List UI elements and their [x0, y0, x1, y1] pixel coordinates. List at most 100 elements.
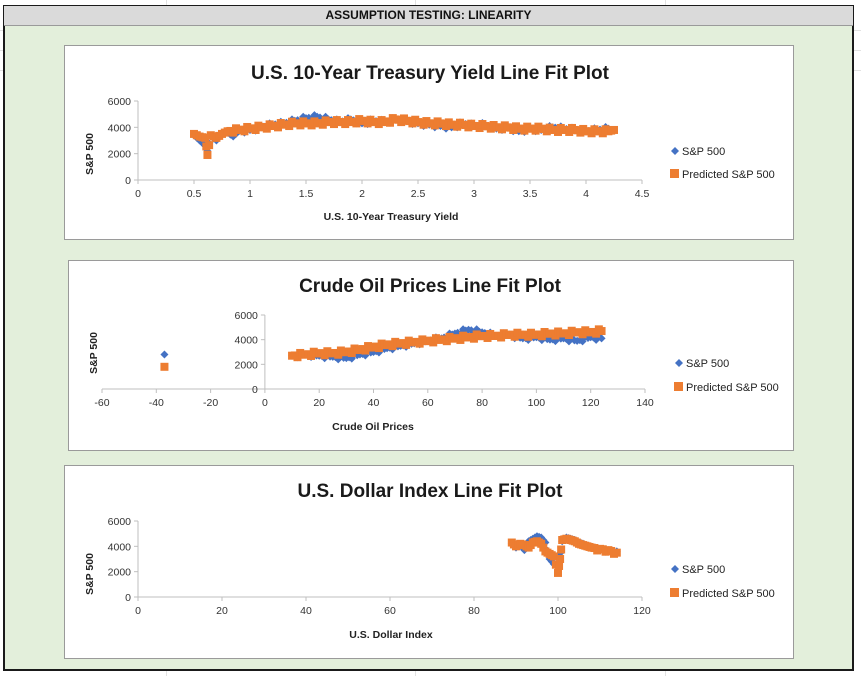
y-axis-title: S&P 500	[88, 332, 100, 374]
sheet-header: ASSUMPTION TESTING: LINEARITY	[4, 6, 853, 26]
data-point-predicted	[592, 329, 601, 338]
x-tick-label: 60	[422, 397, 434, 409]
x-axis-title: U.S. Dollar Index	[349, 629, 433, 641]
data-point-predicted	[483, 333, 492, 342]
x-tick-label: -60	[94, 397, 109, 409]
y-tick-label: 2000	[235, 359, 259, 371]
data-point-predicted	[565, 127, 574, 136]
legend: S&P 500 Predicted S&P 500	[670, 564, 775, 600]
legend-label-predicted: Predicted S&P 500	[686, 382, 779, 394]
x-tick-label: 140	[636, 397, 654, 409]
data-point-predicted	[415, 339, 424, 348]
data-point-predicted	[556, 555, 565, 563]
data-point-predicted	[320, 351, 329, 360]
x-tick-label: 3.5	[523, 188, 538, 200]
data-point-predicted	[402, 340, 411, 349]
legend: S&P 500 Predicted S&P 500	[674, 358, 779, 394]
x-tick-label: 120	[582, 397, 600, 409]
x-tick-label: 0.5	[187, 188, 202, 200]
data-point-predicted	[205, 141, 214, 150]
y-tick-label: 6000	[235, 310, 259, 322]
chart-title: U.S. Dollar Index Line Fit Plot	[298, 481, 564, 502]
legend-label-predicted: Predicted S&P 500	[682, 169, 775, 181]
crude-oil-chart-svg: Crude Oil Prices Line Fit Plot 020004000…	[88, 276, 779, 433]
data-point-predicted	[564, 331, 573, 340]
x-tick-label: 4.5	[635, 188, 650, 200]
data-point-predicted	[429, 338, 438, 347]
legend-marker-predicted	[670, 588, 679, 597]
x-axis-title: U.S. 10-Year Treasury Yield	[324, 211, 459, 223]
plot-area: 0 2000 4000 6000 0 0.5 1 1.5 2 2.5 3 3.5 4 4.5	[108, 96, 650, 200]
y-tick-label: 4000	[108, 541, 132, 553]
legend-marker-actual	[671, 147, 679, 155]
dollar-index-chart[interactable]: U.S. Dollar Index Line Fit Plot 0 2000 400…	[64, 465, 794, 659]
x-tick-label: 100	[528, 397, 546, 409]
data-point-predicted	[554, 127, 562, 136]
data-point-predicted	[293, 353, 302, 362]
data-point-predicted	[597, 327, 606, 336]
data-point-actual	[537, 533, 546, 542]
x-tick-label: 40	[368, 397, 380, 409]
y-tick-label: 2000	[108, 149, 132, 161]
data-point-predicted	[318, 120, 327, 129]
data-point-predicted	[498, 125, 506, 134]
x-tick-label: 40	[300, 605, 312, 617]
data-point-predicted	[554, 568, 562, 577]
x-tick-label: 2.5	[411, 188, 426, 200]
data-point-predicted	[307, 351, 316, 360]
data-point-predicted	[347, 349, 356, 358]
data-point-predicted	[251, 125, 260, 134]
data-point-predicted	[612, 548, 621, 557]
crude-oil-chart[interactable]: Crude Oil Prices Line Fit Plot 0 2000 4000…	[68, 260, 794, 451]
x-tick-label: 1.5	[299, 188, 314, 200]
y-axis-title: S&P 500	[84, 133, 96, 175]
legend-marker-predicted	[674, 382, 683, 391]
y-tick-label: 6000	[108, 516, 132, 528]
data-point-predicted	[610, 125, 618, 134]
data-point-predicted	[203, 150, 212, 159]
legend-marker-predicted	[670, 169, 679, 178]
data-point-predicted	[386, 118, 394, 127]
data-point-predicted	[456, 335, 465, 344]
legend-marker-actual	[671, 565, 679, 573]
data-point-actual	[160, 350, 169, 359]
y-tick-label: 0	[125, 592, 131, 604]
y-tick-label: 6000	[108, 96, 132, 108]
x-tick-label: 120	[633, 605, 651, 617]
data-point-predicted	[388, 342, 397, 351]
x-tick-label: 60	[384, 605, 396, 617]
y-axis-title: S&P 500	[84, 553, 96, 595]
data-point-predicted	[537, 332, 546, 341]
data-point-predicted	[285, 122, 294, 131]
data-point-predicted	[160, 362, 169, 371]
data-point-predicted	[262, 124, 271, 133]
x-tick-label: 100	[549, 605, 567, 617]
plot-area: 0 2000 4000 6000 0 20 40 60 80 100 120	[108, 516, 651, 617]
x-tick-label: 80	[476, 397, 488, 409]
y-tick-label: 0	[125, 175, 131, 187]
y-tick-label: 2000	[108, 567, 132, 579]
x-tick-label: -40	[149, 397, 164, 409]
legend: S&P 500 Predicted S&P 500	[670, 146, 775, 181]
x-axis-title: Crude Oil Prices	[332, 421, 414, 433]
x-tick-label: 4	[583, 188, 589, 200]
x-tick-label: 3	[471, 188, 477, 200]
data-point-predicted	[201, 133, 210, 142]
legend-label-actual: S&P 500	[682, 564, 725, 576]
data-point-actual	[578, 337, 587, 346]
x-tick-label: 20	[216, 605, 228, 617]
data-point-predicted	[361, 346, 370, 355]
treasury-yield-chart[interactable]: U.S. 10-Year Treasury Yield Line Fit Plo…	[64, 45, 794, 240]
data-point-predicted	[229, 128, 238, 137]
x-tick-label: 0	[135, 605, 141, 617]
treasury-yield-chart-svg: U.S. 10-Year Treasury Yield Line Fit Plo…	[84, 63, 775, 223]
dollar-index-chart-svg: U.S. Dollar Index Line Fit Plot 02000400…	[84, 481, 775, 641]
legend-label-predicted: Predicted S&P 500	[682, 588, 775, 600]
data-point-actual	[592, 335, 601, 344]
legend-label-actual: S&P 500	[686, 358, 729, 370]
data-point-predicted	[510, 332, 519, 341]
data-point-predicted	[334, 350, 343, 359]
y-tick-label: 4000	[108, 122, 132, 134]
plot-area: 0 2000 4000 6000 -60 -40 -20 0 20 40 60 80 100 120 140	[94, 310, 654, 409]
chart-title: Crude Oil Prices Line Fit Plot	[299, 276, 561, 297]
